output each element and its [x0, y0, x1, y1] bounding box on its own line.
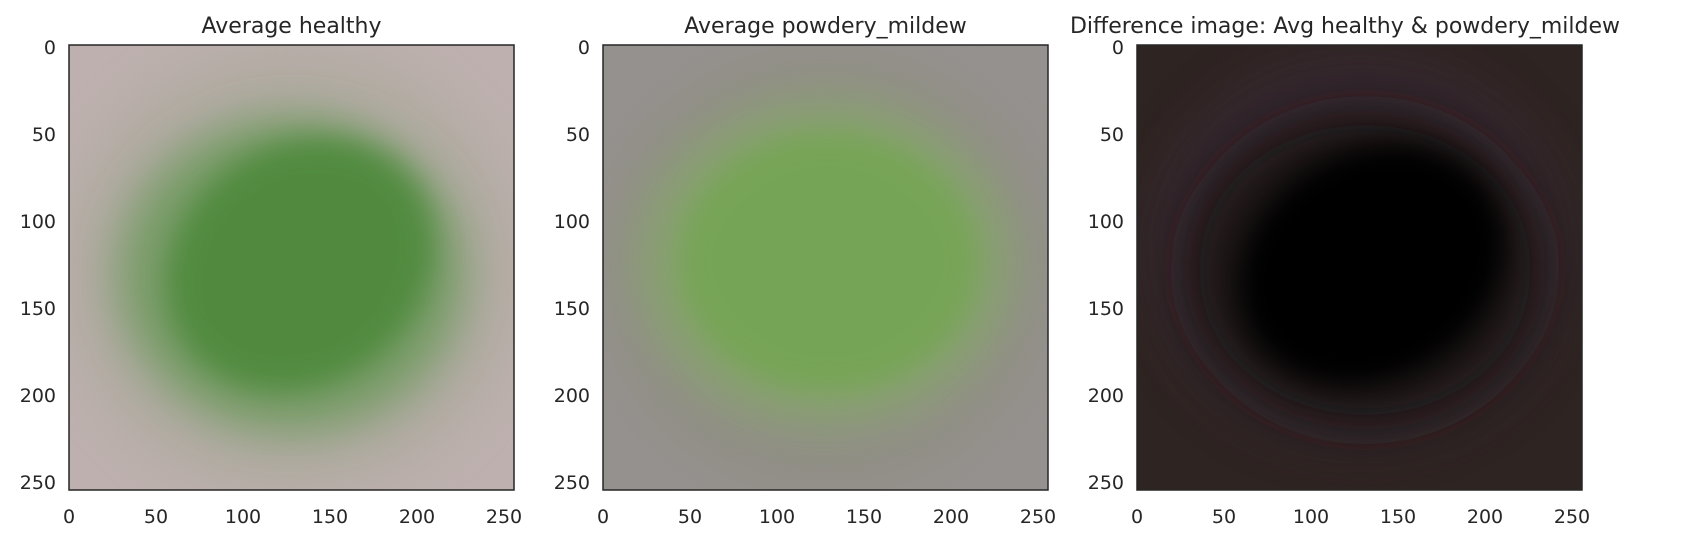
- x-tick-label: 100: [1293, 506, 1329, 528]
- panel-title: Average healthy: [202, 14, 382, 39]
- x-tick-label: 200: [1467, 506, 1503, 528]
- y-tick-label: 150: [1088, 298, 1124, 320]
- y-tick-label: 100: [554, 211, 590, 233]
- x-tick-labels: 0 50 100 150 200 250: [1131, 506, 1590, 528]
- x-tick-label: 200: [399, 506, 435, 528]
- y-tick-labels: 0 50 100 150 200 250: [20, 37, 56, 494]
- image-leaf-center: [1237, 143, 1507, 387]
- y-tick-label: 50: [1100, 124, 1124, 146]
- x-tick-label: 250: [1554, 506, 1590, 528]
- x-tick-label: 50: [1212, 506, 1236, 528]
- x-tick-labels: 0 50 100 150 200 250: [597, 506, 1056, 528]
- y-tick-label: 100: [1088, 211, 1124, 233]
- y-tick-label: 50: [566, 124, 590, 146]
- axes-frame: [602, 44, 1049, 491]
- panel-title: Difference image: Avg healthy & powdery_…: [1070, 14, 1620, 39]
- x-tick-label: 150: [312, 506, 348, 528]
- panel-average-healthy: Average healthy 0 50 100 150 200 250 0 5…: [20, 14, 522, 528]
- y-tick-labels: 0 50 100 150 200 250: [554, 37, 590, 494]
- x-tick-label: 100: [225, 506, 261, 528]
- average-healthy-image: [69, 45, 514, 490]
- panel-difference-image: Difference image: Avg healthy & powdery_…: [1070, 14, 1620, 528]
- y-tick-label: 0: [44, 37, 56, 59]
- x-tick-label: 100: [759, 506, 795, 528]
- x-tick-labels: 0 50 100 150 200 250: [63, 506, 522, 528]
- y-tick-label: 0: [1112, 37, 1124, 59]
- x-tick-label: 150: [846, 506, 882, 528]
- y-tick-labels: 0 50 100 150 200 250: [1088, 37, 1124, 494]
- x-tick-label: 250: [486, 506, 522, 528]
- y-tick-label: 250: [1088, 472, 1124, 494]
- y-tick-label: 200: [554, 385, 590, 407]
- panel-title: Average powdery_mildew: [684, 14, 966, 39]
- y-tick-label: 0: [578, 37, 590, 59]
- y-tick-label: 250: [20, 472, 56, 494]
- y-tick-label: 150: [20, 298, 56, 320]
- x-tick-label: 0: [63, 506, 75, 528]
- axes-frame: [68, 44, 515, 491]
- image-leaf-center: [166, 138, 434, 392]
- axes-frame: [1136, 44, 1583, 491]
- y-tick-label: 250: [554, 472, 590, 494]
- y-tick-label: 150: [554, 298, 590, 320]
- y-tick-label: 100: [20, 211, 56, 233]
- x-tick-label: 50: [678, 506, 702, 528]
- x-tick-label: 250: [1020, 506, 1056, 528]
- x-tick-label: 50: [144, 506, 168, 528]
- x-tick-label: 150: [1380, 506, 1416, 528]
- x-tick-label: 200: [933, 506, 969, 528]
- y-tick-label: 200: [20, 385, 56, 407]
- x-tick-label: 0: [597, 506, 609, 528]
- difference-image: [1137, 45, 1582, 490]
- x-tick-label: 0: [1131, 506, 1143, 528]
- y-tick-label: 200: [1088, 385, 1124, 407]
- average-powdery-mildew-image: [603, 45, 1048, 490]
- image-leaf-center: [678, 132, 978, 392]
- panel-average-powdery-mildew: Average powdery_mildew 0 50 100 150 200 …: [554, 14, 1056, 528]
- y-tick-label: 50: [32, 124, 56, 146]
